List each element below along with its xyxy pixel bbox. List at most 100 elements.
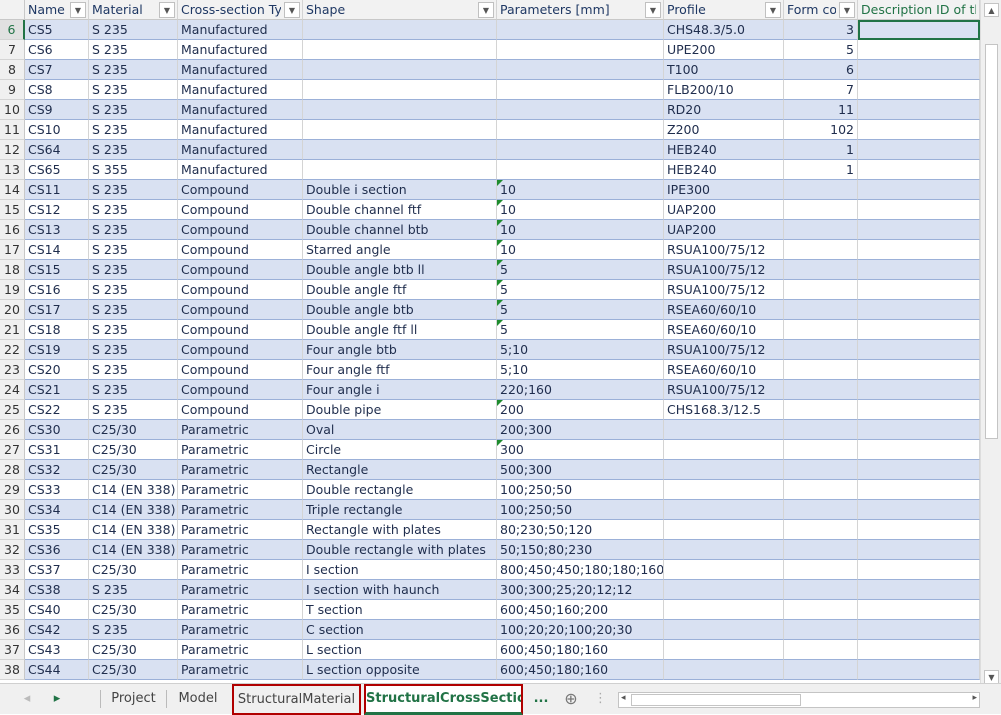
row-header[interactable]: 6 (0, 20, 25, 40)
cell-parameters[interactable]: 200;300 (497, 420, 664, 440)
cell-profile[interactable]: RD20 (664, 100, 784, 120)
cell-shape[interactable]: Double pipe (303, 400, 497, 420)
row-header[interactable]: 35 (0, 600, 25, 620)
cell-name[interactable]: CS9 (25, 100, 89, 120)
cell-description-id[interactable] (858, 340, 980, 360)
cell-shape[interactable]: C section (303, 620, 497, 640)
cell-name[interactable]: CS19 (25, 340, 89, 360)
cell-name[interactable]: CS42 (25, 620, 89, 640)
cell-shape[interactable]: Double angle btb (303, 300, 497, 320)
cell-shape[interactable]: Double channel btb (303, 220, 497, 240)
cell-form-code[interactable]: 6 (784, 60, 858, 80)
cell-name[interactable]: CS15 (25, 260, 89, 280)
cell-profile[interactable] (664, 420, 784, 440)
cell-parameters[interactable] (497, 60, 664, 80)
cell-description-id[interactable] (858, 120, 980, 140)
row-header[interactable]: 10 (0, 100, 25, 120)
tab-structural-cross-section[interactable]: StructuralCrossSection (364, 684, 523, 715)
cell-cross-section-type[interactable]: Parametric (178, 620, 303, 640)
cell-material[interactable]: C25/30 (89, 420, 178, 440)
cell-cross-section-type[interactable]: Manufactured (178, 20, 303, 40)
row-header[interactable]: 27 (0, 440, 25, 460)
cell-material[interactable]: C14 (EN 338) (89, 540, 178, 560)
cell-material[interactable]: C25/30 (89, 640, 178, 660)
cell-cross-section-type[interactable]: Manufactured (178, 100, 303, 120)
cell-parameters[interactable]: 100;250;50 (497, 500, 664, 520)
cell-profile[interactable]: RSEA60/60/10 (664, 360, 784, 380)
cell-profile[interactable]: HEB240 (664, 140, 784, 160)
cell-shape[interactable]: T section (303, 600, 497, 620)
cell-name[interactable]: CS16 (25, 280, 89, 300)
cell-shape[interactable]: Double i section (303, 180, 497, 200)
cell-name[interactable]: CS6 (25, 40, 89, 60)
cell-form-code[interactable] (784, 220, 858, 240)
cell-profile[interactable] (664, 460, 784, 480)
cell-shape[interactable] (303, 160, 497, 180)
cell-profile[interactable]: RSUA100/75/12 (664, 340, 784, 360)
cell-shape[interactable] (303, 60, 497, 80)
filter-dropdown-icon[interactable]: ▼ (645, 2, 661, 18)
cell-profile[interactable] (664, 500, 784, 520)
cell-shape[interactable]: Double rectangle with plates (303, 540, 497, 560)
cell-cross-section-type[interactable]: Compound (178, 380, 303, 400)
cell-shape[interactable]: Starred angle (303, 240, 497, 260)
cell-name[interactable]: CS11 (25, 180, 89, 200)
cell-parameters[interactable]: 80;230;50;120 (497, 520, 664, 540)
horizontal-scrollbar[interactable]: ◂ ▸ (618, 692, 980, 708)
cell-cross-section-type[interactable]: Parametric (178, 580, 303, 600)
cell-cross-section-type[interactable]: Parametric (178, 420, 303, 440)
cell-description-id[interactable] (858, 20, 980, 40)
row-header[interactable]: 31 (0, 520, 25, 540)
cell-parameters[interactable]: 10 (497, 200, 664, 220)
cell-form-code[interactable] (784, 540, 858, 560)
cell-description-id[interactable] (858, 240, 980, 260)
cell-description-id[interactable] (858, 220, 980, 240)
add-sheet-icon[interactable]: ⊕ (564, 689, 578, 708)
cell-profile[interactable] (664, 660, 784, 680)
cell-parameters[interactable]: 100;20;20;100;20;30 (497, 620, 664, 640)
cell-name[interactable]: CS38 (25, 580, 89, 600)
cell-form-code[interactable] (784, 420, 858, 440)
row-header[interactable]: 17 (0, 240, 25, 260)
cell-shape[interactable]: Double rectangle (303, 480, 497, 500)
cell-cross-section-type[interactable]: Manufactured (178, 120, 303, 140)
cell-description-id[interactable] (858, 500, 980, 520)
cell-material[interactable]: S 235 (89, 200, 178, 220)
cell-description-id[interactable] (858, 420, 980, 440)
cell-form-code[interactable] (784, 520, 858, 540)
row-header[interactable]: 7 (0, 40, 25, 60)
cell-name[interactable]: CS34 (25, 500, 89, 520)
cell-shape[interactable]: I section (303, 560, 497, 580)
cell-cross-section-type[interactable]: Compound (178, 220, 303, 240)
cell-description-id[interactable] (858, 320, 980, 340)
cell-profile[interactable]: IPE300 (664, 180, 784, 200)
cell-cross-section-type[interactable]: Parametric (178, 460, 303, 480)
cell-profile[interactable] (664, 600, 784, 620)
cell-name[interactable]: CS31 (25, 440, 89, 460)
cell-description-id[interactable] (858, 260, 980, 280)
cell-form-code[interactable] (784, 240, 858, 260)
cell-profile[interactable] (664, 480, 784, 500)
cell-material[interactable]: S 235 (89, 340, 178, 360)
tab-scroll-right-icon[interactable]: ▸ (53, 691, 61, 706)
vertical-scroll-thumb[interactable] (985, 44, 998, 439)
cell-material[interactable]: S 235 (89, 280, 178, 300)
cell-cross-section-type[interactable]: Parametric (178, 640, 303, 660)
vertical-scrollbar[interactable]: ▲ ▼ (980, 0, 1001, 690)
cell-material[interactable]: S 235 (89, 140, 178, 160)
cell-material[interactable]: S 355 (89, 160, 178, 180)
row-header[interactable]: 25 (0, 400, 25, 420)
cell-description-id[interactable] (858, 640, 980, 660)
cell-name[interactable]: CS22 (25, 400, 89, 420)
cell-name[interactable]: CS5 (25, 20, 89, 40)
cell-form-code[interactable] (784, 560, 858, 580)
cell-parameters[interactable]: 50;150;80;230 (497, 540, 664, 560)
cell-profile[interactable]: HEB240 (664, 160, 784, 180)
cell-shape[interactable]: Oval (303, 420, 497, 440)
cell-parameters[interactable] (497, 20, 664, 40)
cell-name[interactable]: CS18 (25, 320, 89, 340)
cell-parameters[interactable] (497, 80, 664, 100)
column-header-profile[interactable]: Profile ▼ (664, 0, 784, 20)
row-header[interactable]: 34 (0, 580, 25, 600)
cell-material[interactable]: S 235 (89, 80, 178, 100)
